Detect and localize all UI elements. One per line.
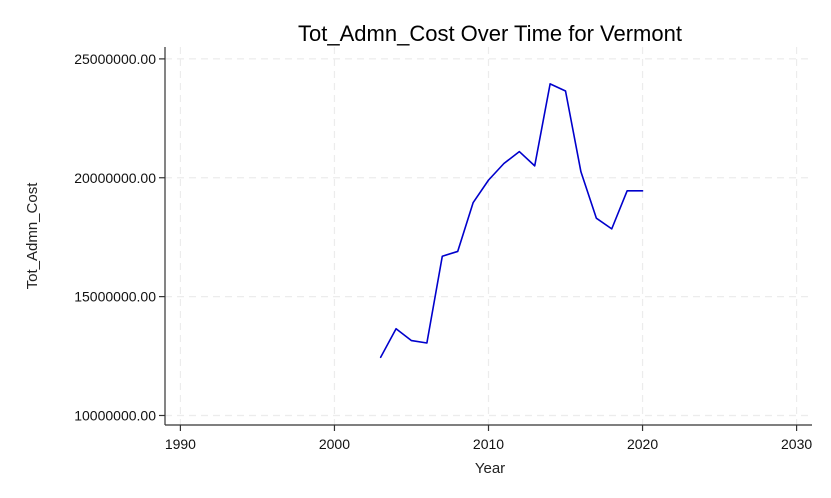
x-tick-label: 2010: [473, 436, 504, 452]
series-line: [379, 83, 644, 359]
chart-title: Tot_Admn_Cost Over Time for Vermont: [298, 21, 682, 46]
y-tick-label: 20000000.00: [74, 170, 156, 186]
x-axis-label: Year: [475, 460, 505, 477]
y-axis-label: Tot_Admn_Cost: [24, 182, 41, 290]
y-tick-label: 10000000.00: [74, 407, 156, 423]
grid-lines: [165, 47, 812, 425]
x-axis: 1990 2000 2010 2020 2030: [165, 424, 812, 452]
data-series: [379, 83, 644, 359]
x-tick-label: 2000: [319, 436, 350, 452]
x-tick-label: 2020: [627, 436, 658, 452]
x-tick-label: 1990: [165, 436, 196, 452]
y-axis: 10000000.00 15000000.00 20000000.00 2500000…: [74, 47, 166, 425]
y-tick-label: 25000000.00: [74, 51, 156, 67]
y-tick-label: 15000000.00: [74, 289, 156, 305]
x-tick-label: 2030: [781, 436, 812, 452]
